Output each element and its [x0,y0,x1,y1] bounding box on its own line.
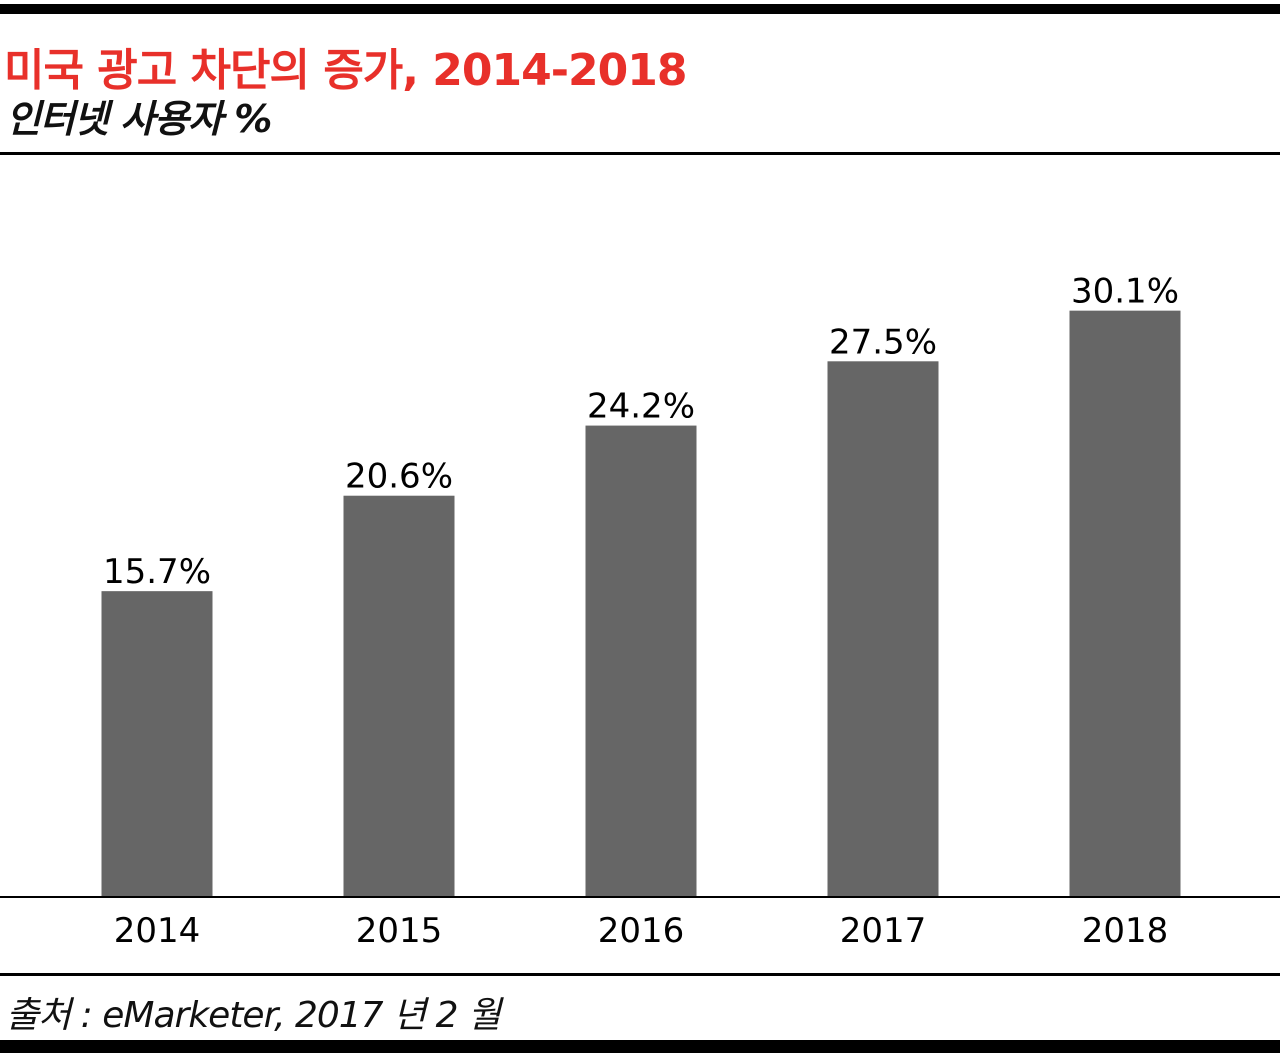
x-tick-label-2017: 2017 [840,911,927,951]
bar-2017 [827,361,939,897]
x-tick-label-2015: 2015 [356,911,443,951]
top-rule [0,4,1280,14]
bar-2018 [1069,310,1181,897]
bar-chart: 15.7%20.6%24.2%27.5%30.1% 2014 2015 2016 20… [0,272,1280,951]
chart-subtitle: 인터넷 사용자 % [6,97,272,141]
bar-2016 [585,425,697,897]
x-tick-labels-group: 2014 2015 2016 2017 2018 [114,911,1169,951]
data-labels-group: 15.7% 20.6% 24.2% 27.5% 30.1% [103,272,1179,593]
x-tick-label-2016: 2016 [598,911,685,951]
bottom-rule [0,1040,1280,1053]
header-rule [0,152,1280,155]
data-label-2015: 20.6% [345,457,453,497]
bars-group [101,310,1181,897]
source-note: 출처 : eMarketer, 2017 년 2 월 [6,995,501,1036]
bar-2014 [101,591,213,897]
data-label-2018: 30.1% [1071,272,1179,312]
footer-rule [0,973,1280,976]
data-label-2017: 27.5% [829,322,937,362]
x-tick-label-2014: 2014 [114,911,201,951]
bar-2015 [343,495,455,897]
data-label-2016: 24.2% [587,387,695,427]
x-tick-label-2018: 2018 [1082,911,1169,951]
data-label-2014: 15.7% [103,552,211,592]
chart-title: 미국 광고 차단의 증가, 2014-2018 [4,45,687,96]
